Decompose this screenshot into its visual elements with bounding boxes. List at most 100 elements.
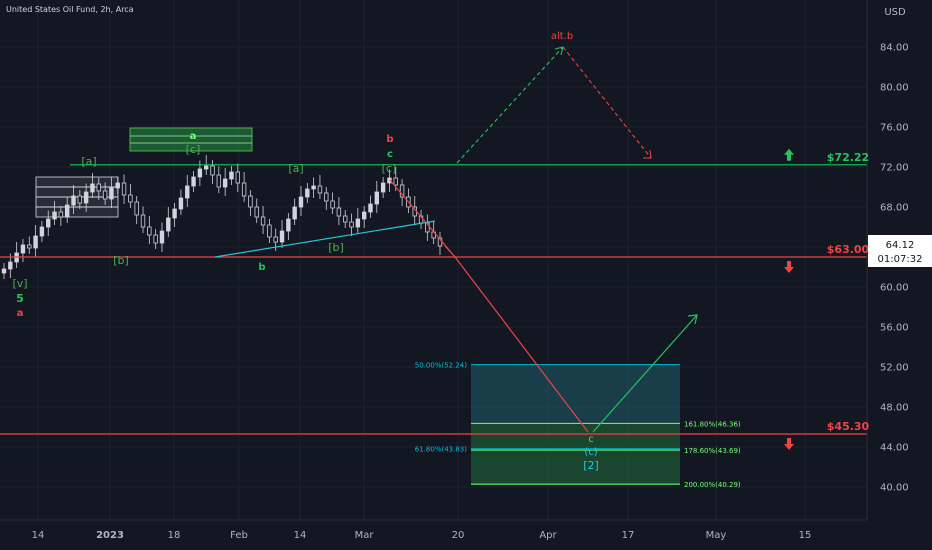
current-price: 64.12 bbox=[886, 240, 915, 251]
candle bbox=[58, 206, 64, 226]
wave-a-green: a bbox=[190, 131, 197, 142]
time-axis-ticks: 14 2023 18 Feb 14 Mar 20 Apr 17 May 15 bbox=[32, 530, 812, 541]
candle bbox=[260, 206, 266, 234]
price-tick: 76.00 bbox=[880, 123, 909, 134]
candle bbox=[425, 214, 430, 241]
countdown: 01:07:32 bbox=[878, 254, 923, 265]
candle bbox=[437, 232, 443, 255]
candle bbox=[159, 222, 165, 252]
fib-label: 61.80%(43.83) bbox=[415, 446, 467, 454]
price-levels bbox=[0, 164, 867, 435]
trendlines bbox=[214, 46, 698, 433]
price-tick: 56.00 bbox=[880, 323, 909, 334]
price-tick: 68.00 bbox=[880, 203, 909, 214]
candle bbox=[71, 185, 76, 214]
time-tick: 15 bbox=[799, 530, 812, 541]
wave-b-green: b bbox=[258, 262, 265, 273]
candle bbox=[210, 160, 215, 184]
price-tick: 48.00 bbox=[880, 403, 909, 414]
time-tick: Apr bbox=[539, 530, 557, 541]
wave-a1: [a] bbox=[81, 155, 96, 168]
candle bbox=[222, 168, 228, 196]
candle bbox=[387, 169, 392, 192]
wave-c1: [c] bbox=[186, 143, 201, 156]
candle bbox=[102, 182, 108, 205]
candle bbox=[324, 187, 329, 210]
time-tick: 14 bbox=[32, 530, 45, 541]
candle bbox=[418, 210, 424, 229]
candle bbox=[368, 195, 373, 218]
wave-a2: [a] bbox=[288, 162, 303, 175]
candle bbox=[147, 216, 152, 244]
candle bbox=[343, 210, 348, 228]
price-tick: 40.00 bbox=[880, 483, 909, 494]
candle bbox=[1, 263, 7, 279]
candle bbox=[140, 206, 146, 233]
candle bbox=[355, 208, 361, 233]
level-label: $63.00 bbox=[827, 243, 870, 256]
wave-c-green: c bbox=[387, 149, 393, 160]
current-price-tag: 64.12 01:07:32 bbox=[868, 235, 932, 267]
time-tick: 17 bbox=[622, 530, 635, 541]
candlestick-series bbox=[1, 155, 443, 279]
candle bbox=[20, 239, 26, 262]
fib-levels: 50.00%(52.24) 161.80%(46.36) 61.80%(43.83)… bbox=[415, 362, 741, 490]
candle bbox=[216, 166, 222, 193]
price-axis-ticks: 84.0080.0076.0072.0068.0064.0060.0056.00… bbox=[880, 43, 909, 494]
candle bbox=[166, 207, 171, 237]
fibonacci-zone bbox=[471, 365, 680, 485]
symbol-header: United States Oil Fund, 2h, Arca bbox=[6, 5, 134, 14]
wave-alt-b: alt.b bbox=[551, 31, 573, 42]
green-target-box bbox=[129, 127, 253, 152]
candle bbox=[311, 177, 316, 198]
candle bbox=[229, 166, 234, 185]
fib-label: 50.00%(52.24) bbox=[415, 362, 467, 370]
candle bbox=[39, 221, 45, 242]
level-tags: $72.22 $63.00 $45.30 bbox=[784, 148, 870, 450]
level-label: $72.22 bbox=[827, 151, 869, 164]
candle bbox=[153, 229, 158, 249]
currency-label: USD bbox=[884, 7, 906, 18]
wave-b2: [b] bbox=[328, 241, 344, 254]
wave-2: [2] bbox=[583, 459, 599, 472]
candle bbox=[185, 175, 190, 207]
candle bbox=[172, 203, 177, 227]
candle bbox=[178, 189, 184, 215]
candle bbox=[83, 183, 89, 212]
arrow-down-icon bbox=[784, 261, 794, 273]
candle bbox=[96, 178, 101, 200]
time-tick: 2023 bbox=[96, 530, 124, 541]
wave-labels: [v] 5 a [a] a [c] [b] b [a] [b] b c [c] … bbox=[12, 31, 598, 472]
arrow-down-icon bbox=[784, 438, 794, 450]
candle bbox=[374, 181, 380, 213]
grid-lines bbox=[0, 0, 867, 520]
candle bbox=[298, 186, 304, 216]
candle bbox=[64, 196, 70, 223]
price-tick: 52.00 bbox=[880, 363, 909, 374]
candle bbox=[46, 210, 51, 236]
candle bbox=[361, 206, 367, 228]
candle bbox=[14, 242, 19, 268]
candle bbox=[330, 192, 335, 214]
candle bbox=[52, 201, 57, 225]
fib-label: 178.60%(43.69) bbox=[684, 447, 741, 455]
candle bbox=[317, 175, 323, 199]
candle bbox=[380, 177, 386, 198]
candle bbox=[27, 236, 32, 254]
fib-label: 161.80%(46.36) bbox=[684, 420, 741, 428]
candle bbox=[235, 163, 240, 192]
candle bbox=[134, 196, 139, 224]
fib-label: 200.00%(40.29) bbox=[684, 481, 741, 489]
candle bbox=[349, 213, 354, 236]
candle bbox=[241, 172, 247, 202]
level-label: $45.30 bbox=[827, 420, 870, 433]
wave-v: [v] bbox=[12, 277, 27, 290]
time-tick: May bbox=[706, 530, 727, 541]
candle bbox=[115, 177, 120, 194]
price-tick: 44.00 bbox=[880, 443, 909, 454]
candle bbox=[128, 184, 133, 208]
candle bbox=[121, 174, 127, 204]
candle bbox=[90, 173, 95, 198]
wave-5: 5 bbox=[16, 292, 24, 305]
